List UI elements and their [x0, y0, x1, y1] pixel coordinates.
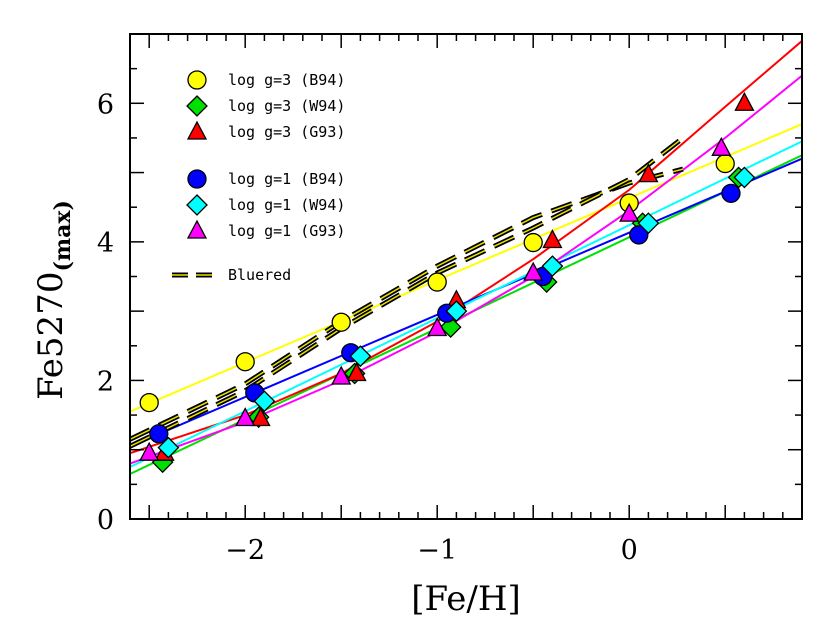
data-point-s3-6: [638, 163, 659, 183]
data-point-s3-2: [250, 407, 271, 427]
legend-label-4: log g=1 (B94): [228, 170, 345, 188]
data-point-s6-1: [139, 441, 160, 461]
legend-label-6: log g=1 (G93): [228, 222, 345, 240]
data-points: [139, 91, 756, 474]
y-tick-label: 2: [97, 366, 114, 397]
data-point-s6-6: [619, 202, 640, 222]
data-point-s1-1: [139, 392, 159, 413]
data-point-s4-6: [629, 225, 649, 245]
data-point-s1-2: [235, 352, 255, 372]
data-point-s5-5: [541, 255, 564, 278]
x-tick-label: −2: [225, 535, 265, 566]
legend-marker-3: [186, 120, 208, 140]
data-point-s1-7: [715, 153, 735, 174]
data-point-s1-3: [331, 312, 351, 332]
y-axis-title-sub: (max): [50, 200, 76, 271]
legend-label-3: log g=3 (G93): [228, 123, 345, 141]
data-point-s3-3: [346, 362, 367, 382]
x-axis-title: [Fe/H]: [411, 579, 521, 619]
legend-marker-2: [186, 95, 208, 117]
legend-label-2: log g=3 (W94): [228, 97, 345, 115]
data-point-s5-4: [445, 300, 468, 323]
legend-label-5: log g=1 (W94): [228, 196, 345, 214]
data-point-s3-7: [734, 91, 755, 111]
bluered-line-core-1: [130, 168, 684, 440]
data-point-s5-1: [157, 436, 180, 459]
data-point-s5-2: [253, 390, 276, 413]
data-point-s6-4: [427, 317, 448, 337]
y-axis-title: Fe5270(max): [31, 200, 76, 400]
legend-label-bluered: Bluered: [228, 266, 291, 284]
data-point-s6-7: [711, 136, 732, 156]
data-point-s5-7: [733, 166, 756, 189]
data-point-s6-5: [523, 261, 544, 281]
data-point-s6-3: [331, 365, 352, 385]
data-point-s4-1: [149, 424, 169, 444]
x-tick-label: −1: [417, 535, 457, 566]
fit-line-5: [130, 140, 802, 468]
bluered-line-2: [130, 135, 685, 449]
data-point-s5-3: [349, 345, 372, 368]
y-axis-title-main: Fe5270: [31, 272, 71, 400]
legend-marker-6: [186, 219, 208, 239]
legend-marker-5: [186, 194, 208, 216]
bluered-line-core-2: [130, 137, 684, 447]
bluered-lines: [130, 135, 685, 449]
legend-marker-4: [187, 169, 207, 189]
data-point-s5-6: [637, 212, 660, 235]
y-tick-label: 6: [97, 89, 114, 120]
legend-label-1: log g=3 (B94): [228, 71, 345, 89]
data-point-s1-5: [523, 232, 543, 253]
legend: log g=3 (B94) log g=3 (W94) log g=3 (G93) l…: [172, 70, 345, 284]
x-tick-label: 0: [621, 535, 638, 566]
y-tick-label: 0: [97, 505, 114, 536]
legend-marker-1: [187, 70, 207, 90]
fit-line-4: [130, 157, 802, 448]
data-point-s6-2: [235, 407, 256, 427]
data-point-s3-5: [542, 229, 563, 249]
axes: −2 −1 0 0 2 4 6: [97, 33, 803, 566]
y-tick-label: 4: [97, 228, 114, 259]
data-point-s4-7: [721, 183, 741, 204]
data-point-s1-4: [427, 272, 447, 292]
